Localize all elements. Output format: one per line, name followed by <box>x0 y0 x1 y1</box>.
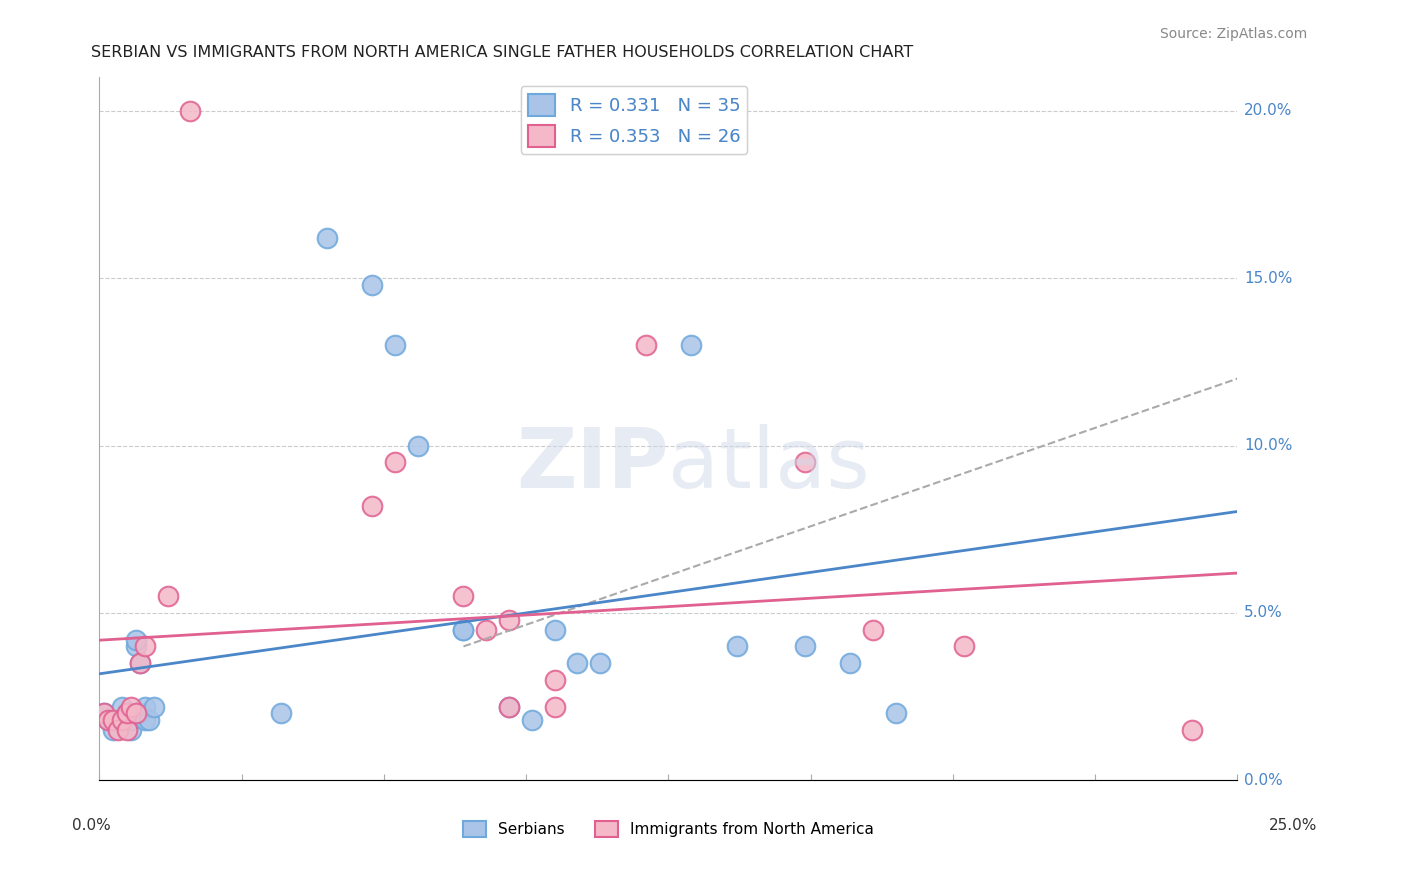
Text: 25.0%: 25.0% <box>1270 818 1317 832</box>
Point <box>156 589 179 603</box>
Point <box>134 640 156 654</box>
Point <box>384 338 406 352</box>
Text: SERBIAN VS IMMIGRANTS FROM NORTH AMERICA SINGLE FATHER HOUSEHOLDS CORRELATION CH: SERBIAN VS IMMIGRANTS FROM NORTH AMERICA… <box>91 45 914 60</box>
Point <box>143 699 166 714</box>
Point <box>862 623 884 637</box>
Point <box>270 706 292 721</box>
Point <box>125 640 148 654</box>
Point <box>634 338 657 352</box>
Point <box>120 713 142 727</box>
Point <box>93 706 115 721</box>
Point <box>101 713 124 727</box>
Point <box>498 699 520 714</box>
Point <box>316 231 339 245</box>
Point <box>453 623 475 637</box>
Point <box>111 699 134 714</box>
Point <box>793 640 815 654</box>
Point <box>361 277 384 292</box>
Point <box>120 699 142 714</box>
Point <box>125 632 148 647</box>
Text: 0.0%: 0.0% <box>1244 772 1282 788</box>
Legend: R = 0.331   N = 35, R = 0.353   N = 26: R = 0.331 N = 35, R = 0.353 N = 26 <box>520 87 748 154</box>
Point <box>129 656 152 670</box>
Point <box>93 706 115 721</box>
Point <box>107 713 129 727</box>
Point <box>111 713 134 727</box>
Point <box>97 713 120 727</box>
Point <box>475 623 498 637</box>
Text: 20.0%: 20.0% <box>1244 103 1292 119</box>
Point <box>543 623 565 637</box>
Point <box>793 455 815 469</box>
Text: 15.0%: 15.0% <box>1244 271 1292 285</box>
Point <box>453 623 475 637</box>
Point <box>384 455 406 469</box>
Point <box>884 706 907 721</box>
Point <box>543 699 565 714</box>
Point <box>589 656 612 670</box>
Text: 5.0%: 5.0% <box>1244 606 1282 621</box>
Point <box>453 589 475 603</box>
Point <box>681 338 703 352</box>
Point <box>543 673 565 687</box>
Text: ZIP: ZIP <box>516 424 668 505</box>
Point <box>839 656 862 670</box>
Point <box>1181 723 1204 737</box>
Point <box>115 706 138 721</box>
Point <box>115 713 138 727</box>
Text: 0.0%: 0.0% <box>72 818 111 832</box>
Point <box>134 699 156 714</box>
Point <box>498 613 520 627</box>
Point <box>115 706 138 721</box>
Point <box>111 713 134 727</box>
Point <box>498 699 520 714</box>
Point <box>129 656 152 670</box>
Point <box>179 103 201 118</box>
Point <box>134 713 156 727</box>
Point <box>361 499 384 513</box>
Point <box>115 723 138 737</box>
Point <box>129 706 152 721</box>
Point <box>520 713 543 727</box>
Point <box>97 713 120 727</box>
Text: atlas: atlas <box>668 424 870 505</box>
Point <box>120 723 142 737</box>
Point <box>725 640 748 654</box>
Text: 10.0%: 10.0% <box>1244 438 1292 453</box>
Point <box>107 723 129 737</box>
Text: Source: ZipAtlas.com: Source: ZipAtlas.com <box>1160 27 1308 41</box>
Point <box>101 723 124 737</box>
Point <box>953 640 976 654</box>
Point <box>125 706 148 721</box>
Point <box>406 439 429 453</box>
Point <box>567 656 589 670</box>
Point <box>138 713 160 727</box>
